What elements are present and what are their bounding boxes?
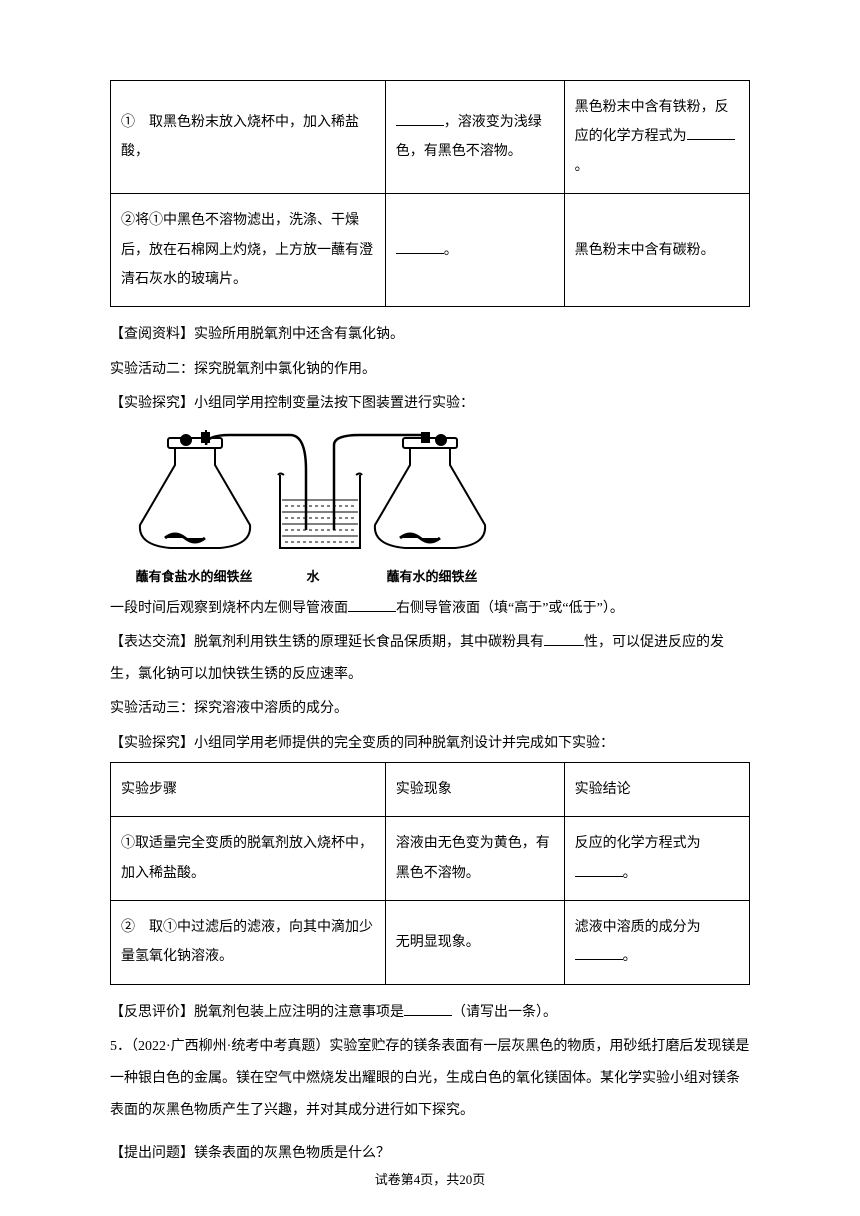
header-cell: 实验现象 — [385, 762, 564, 816]
label-mid: 水 — [278, 566, 348, 585]
blank-field — [575, 863, 623, 877]
text: 【反思评价】脱氧剂包装上应注明的注意事项是 — [110, 1005, 404, 1020]
observation-cell: ，溶液变为浅绿色，有黑色不溶物。 — [385, 81, 564, 194]
paragraph: 【实验探究】小组同学用老师提供的完全变质的同种脱氧剂设计并完成如下实验： — [110, 728, 750, 760]
step-cell: ② 取①中过滤后的滤液，向其中滴加少量氢氧化钠溶液。 — [111, 901, 386, 985]
blank-field — [348, 598, 396, 612]
paragraph: 【实验探究】小组同学用控制变量法按下图装置进行实验： — [110, 388, 750, 420]
text: 右侧导管液面（填“高于”或“低于”）。 — [396, 601, 624, 616]
blank-field — [544, 632, 584, 646]
apparatus-diagram — [110, 430, 750, 560]
text: 。 — [444, 243, 458, 258]
observation-cell: 溶液由无色变为黄色，有黑色不溶物。 — [385, 817, 564, 901]
table-row: ② 取①中过滤后的滤液，向其中滴加少量氢氧化钠溶液。 无明显现象。 滤液中溶质的… — [111, 901, 750, 985]
table-header-row: 实验步骤 实验现象 实验结论 — [111, 762, 750, 816]
conclusion-cell: 黑色粉末中含有碳粉。 — [564, 194, 749, 307]
header-cell: 实验结论 — [564, 762, 749, 816]
table-row: ②将①中黑色不溶物滤出，洗涤、干燥后，放在石棉网上灼烧，上方放一蘸有澄清石灰水的… — [111, 194, 750, 307]
page-root: ① 取黑色粉末放入烧杯中，加入稀盐酸， ，溶液变为浅绿色，有黑色不溶物。 黑色粉… — [0, 0, 860, 1216]
text: ① 取黑色粉末放入烧杯中，加入稀盐酸， — [121, 115, 359, 159]
paragraph: 【反思评价】脱氧剂包装上应注明的注意事项是 （请写出一条）。 — [110, 997, 750, 1029]
paragraph: 5．（2022·广西柳州·统考中考真题）实验室贮存的镁条表面有一层灰黑色的物质，… — [110, 1031, 750, 1128]
observation-cell: 无明显现象。 — [385, 901, 564, 985]
blank-field — [396, 240, 444, 254]
label-left: 蘸有食盐水的细铁丝 — [110, 566, 278, 585]
experiment-table-1: ① 取黑色粉末放入烧杯中，加入稀盐酸， ，溶液变为浅绿色，有黑色不溶物。 黑色粉… — [110, 80, 750, 307]
blank-field — [396, 112, 444, 126]
experiment-table-2: 实验步骤 实验现象 实验结论 ①取适量完全变质的脱氧剂放入烧杯中，加入稀盐酸。 … — [110, 762, 750, 985]
header-cell: 实验步骤 — [111, 762, 386, 816]
step-cell: ① 取黑色粉末放入烧杯中，加入稀盐酸， — [111, 81, 386, 194]
diagram-labels: 蘸有食盐水的细铁丝 水 蘸有水的细铁丝 — [110, 566, 750, 585]
text: （请写出一条）。 — [452, 1005, 557, 1020]
text: 反应的化学方程式为 — [575, 836, 701, 851]
blank-field — [404, 1002, 452, 1016]
text: 。 — [623, 866, 637, 881]
table-row: ①取适量完全变质的脱氧剂放入烧杯中，加入稀盐酸。 溶液由无色变为黄色，有黑色不溶… — [111, 817, 750, 901]
text: ②将①中黑色不溶物滤出，洗涤、干燥后，放在石棉网上灼烧，上方放一蘸有澄清石灰水的… — [121, 213, 373, 287]
blank-field — [687, 126, 735, 140]
paragraph: 实验活动二：探究脱氧剂中氯化钠的作用。 — [110, 354, 750, 386]
label-right: 蘸有水的细铁丝 — [348, 566, 516, 585]
conclusion-cell: 滤液中溶质的成分为。 — [564, 901, 749, 985]
text: 【表达交流】脱氧剂利用铁生锈的原理延长食品保质期，其中碳粉具有 — [110, 635, 544, 650]
paragraph: 一段时间后观察到烧杯内左侧导管液面 右侧导管液面（填“高于”或“低于”）。 — [110, 593, 750, 625]
paragraph: 实验活动三：探究溶液中溶质的成分。 — [110, 693, 750, 725]
table-row: ① 取黑色粉末放入烧杯中，加入稀盐酸， ，溶液变为浅绿色，有黑色不溶物。 黑色粉… — [111, 81, 750, 194]
blank-field — [575, 946, 623, 960]
step-cell: ②将①中黑色不溶物滤出，洗涤、干燥后，放在石棉网上灼烧，上方放一蘸有澄清石灰水的… — [111, 194, 386, 307]
text: 一段时间后观察到烧杯内左侧导管液面 — [110, 601, 348, 616]
text: 。 — [623, 949, 637, 964]
step-cell: ①取适量完全变质的脱氧剂放入烧杯中，加入稀盐酸。 — [111, 817, 386, 901]
paragraph: 【表达交流】脱氧剂利用铁生锈的原理延长食品保质期，其中碳粉具有性，可以促进反应的… — [110, 627, 750, 691]
conclusion-cell: 黑色粉末中含有铁粉，反应的化学方程式为。 — [564, 81, 749, 194]
paragraph: 【查阅资料】实验所用脱氧剂中还含有氯化钠。 — [110, 319, 750, 351]
page-footer: 试卷第4页，共20页 — [0, 1169, 860, 1188]
observation-cell: 。 — [385, 194, 564, 307]
flask-setup-icon — [110, 430, 520, 560]
conclusion-cell: 反应的化学方程式为。 — [564, 817, 749, 901]
text: 。 — [575, 159, 589, 174]
text: 黑色粉末中含有碳粉。 — [575, 243, 715, 258]
text: 滤液中溶质的成分为 — [575, 920, 701, 935]
paragraph: 【提出问题】镁条表面的灰黑色物质是什么？ — [110, 1138, 750, 1170]
